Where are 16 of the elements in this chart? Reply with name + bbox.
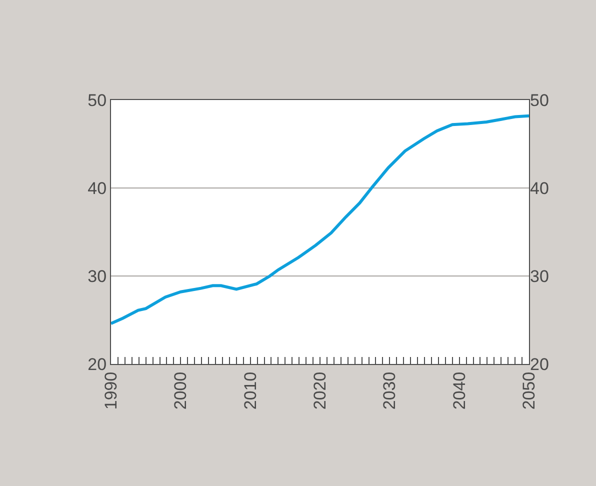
x-tick-label: 2040	[450, 372, 469, 410]
y2-tick-label: 50	[530, 90, 549, 110]
x-tick-label: 2020	[310, 372, 330, 410]
y-tick-label: 50	[88, 90, 107, 110]
y-tick-label: 30	[88, 266, 107, 286]
y-tick-label: 40	[88, 178, 107, 198]
y2-tick-label: 30	[530, 266, 549, 286]
y2-tick-label: 20	[530, 354, 549, 374]
x-tick-label: 2010	[240, 372, 260, 410]
x-tick-label: 2030	[380, 372, 400, 410]
line-series	[111, 114, 529, 326]
x-tick-label: 2050	[520, 372, 539, 410]
y-tick-label: 20	[88, 354, 107, 374]
y2-tick-label: 40	[530, 178, 549, 198]
x-tick-label: 1990	[102, 372, 121, 410]
x-tick-label: 2000	[171, 372, 190, 410]
